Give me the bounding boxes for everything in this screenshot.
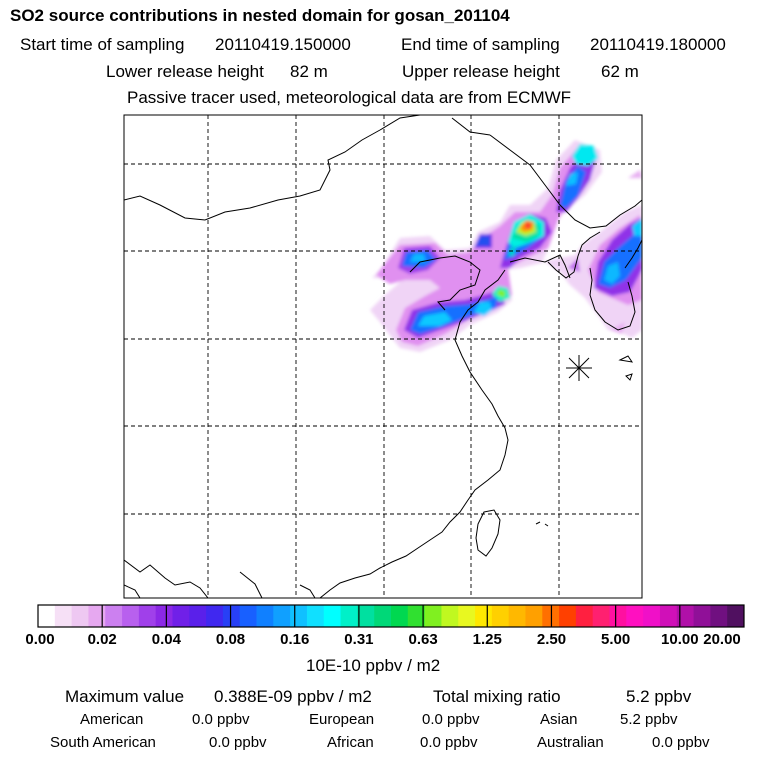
region-australian-label: Australian <box>537 734 604 751</box>
start-time-label: Start time of sampling <box>20 35 185 54</box>
colorbar-tick-label: 2.50 <box>536 631 567 648</box>
region-european-label: European <box>309 711 375 728</box>
colorbar-swatch <box>155 605 173 627</box>
colorbar-swatch <box>609 605 627 627</box>
colorbar-swatch <box>38 605 56 627</box>
colorbar-swatch <box>71 605 89 627</box>
lower-release-value: 82 m <box>290 62 328 81</box>
colorbar-swatch <box>306 605 325 627</box>
colorbar-swatch <box>172 605 190 627</box>
region-south-american-label: South American <box>50 734 156 751</box>
end-time-value: 20110419.180000 <box>590 35 726 54</box>
colorbar-swatch <box>676 605 694 627</box>
lower-release-label: Lower release height <box>106 62 264 81</box>
colorbar-tick-label: 0.00 <box>25 631 55 648</box>
region-african-label: African <box>327 734 374 751</box>
colorbar-swatch <box>122 605 140 627</box>
colorbar-swatch <box>374 605 392 627</box>
colorbar-swatch <box>475 605 493 627</box>
colorbar-swatch <box>659 605 678 627</box>
colorbar-swatch <box>559 605 577 627</box>
data-source-note: Passive tracer used, meteorological data… <box>127 88 572 107</box>
upper-release-label: Upper release height <box>402 62 560 81</box>
region-european-value: 0.0 ppbv <box>422 711 480 728</box>
colorbar-swatch <box>340 605 358 627</box>
colorbar-unit: 10E-10 ppbv / m2 <box>306 656 441 675</box>
concentration-field <box>370 140 642 352</box>
colorbar-swatch <box>643 605 661 627</box>
colorbar-tick-label: 0.08 <box>215 631 246 648</box>
region-american-value: 0.0 ppbv <box>192 711 250 728</box>
colorbar-swatch <box>491 605 510 627</box>
receptor-star-icon <box>566 355 592 381</box>
max-value: 0.388E-09 ppbv / m2 <box>214 687 372 706</box>
colorbar-swatch <box>138 605 157 627</box>
colorbar-tick-label: 0.04 <box>151 631 181 648</box>
region-asian-label: Asian <box>540 711 578 728</box>
colorbar-swatch <box>710 605 728 627</box>
region-australian-value: 0.0 ppbv <box>652 734 710 751</box>
region-american-label: American <box>80 711 144 728</box>
map-frame <box>123 114 643 599</box>
colorbar-swatch <box>592 605 610 627</box>
colorbar-swatch <box>239 605 257 627</box>
colorbar-swatch <box>391 605 409 627</box>
colorbar-swatch <box>693 605 711 627</box>
total-mixing-value: 5.2 ppbv <box>626 687 692 706</box>
colorbar-swatch <box>458 605 476 627</box>
total-mixing-label: Total mixing ratio <box>433 687 561 706</box>
region-african-value: 0.0 ppbv <box>420 734 478 751</box>
colorbar-swatch <box>525 605 543 627</box>
colorbar-tick-label: 5.00 <box>601 631 631 648</box>
colorbar-swatch <box>206 605 224 627</box>
colorbar-tick-label: 0.02 <box>87 631 117 648</box>
colorbar-tick-label: 10.00 <box>661 631 699 648</box>
colorbar-tick-label: 0.31 <box>344 631 374 648</box>
colorbar-tick-label: 0.63 <box>408 631 438 648</box>
colorbar-swatch <box>441 605 459 627</box>
colorbar-swatch <box>54 605 73 627</box>
colorbar-tick-label: 1.25 <box>472 631 502 648</box>
colorbar-swatch <box>727 605 745 627</box>
max-value-label: Maximum value <box>65 687 185 706</box>
colorbar-swatch <box>575 605 594 627</box>
end-time-label: End time of sampling <box>401 35 560 54</box>
colorbar <box>38 605 745 627</box>
region-south-american-value: 0.0 ppbv <box>209 734 267 751</box>
colorbar-swatch <box>273 605 291 627</box>
colorbar-swatch <box>290 605 308 627</box>
lat-lon-grid <box>124 115 642 598</box>
colorbar-swatch <box>88 605 106 627</box>
colorbar-swatch <box>222 605 241 627</box>
colorbar-swatch <box>105 605 123 627</box>
upper-release-value: 62 m <box>601 62 639 81</box>
region-asian-value: 5.2 ppbv <box>620 711 678 728</box>
start-time-value: 20110419.150000 <box>215 35 351 54</box>
colorbar-swatch <box>626 605 644 627</box>
map-title: SO2 source contributions in nested domai… <box>10 6 510 25</box>
colorbar-tick-label: 0.16 <box>280 631 310 648</box>
colorbar-tick-label: 20.00 <box>703 631 741 648</box>
colorbar-swatch <box>407 605 426 627</box>
colorbar-swatch <box>256 605 274 627</box>
colorbar-swatch <box>189 605 207 627</box>
colorbar-frame <box>37 604 745 628</box>
colorbar-swatch <box>323 605 341 627</box>
colorbar-swatch <box>424 605 442 627</box>
colorbar-swatch <box>357 605 375 627</box>
coastlines <box>124 115 642 598</box>
colorbar-swatch <box>508 605 526 627</box>
